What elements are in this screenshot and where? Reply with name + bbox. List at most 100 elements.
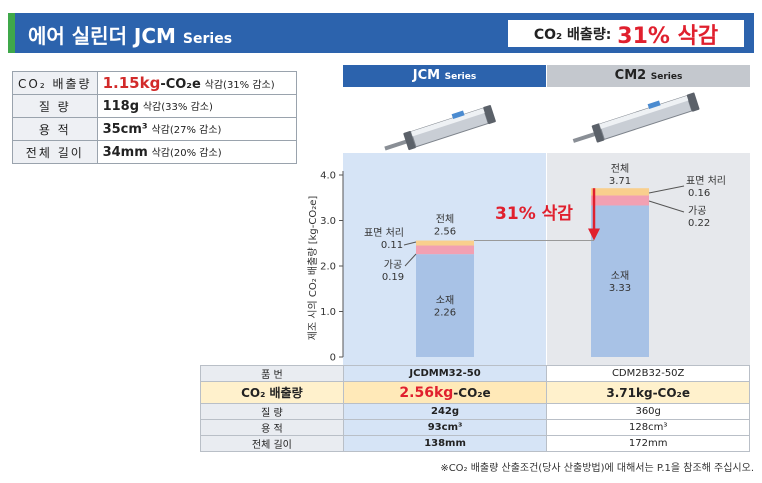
port-label (647, 100, 661, 110)
jcm-cell: 242g (342, 403, 548, 420)
spec-key: 전체 길이 (12, 140, 98, 164)
reduction-spec-table: CO₂ 배출량 1.15kg-CO₂e 삭감(31% 감소) 질 량 118g … (12, 71, 298, 164)
y-tick-label: 4.0 (320, 171, 336, 182)
reduction-badge: CO₂ 배출량: 31% 삭감 (506, 18, 746, 49)
bar-label-material-name: 소재 (436, 295, 454, 307)
row-key: 용 적 (200, 419, 344, 436)
bar-label-surface-name: 표면 처리 (364, 227, 404, 239)
jcm-co2-number: 2.56kg (399, 384, 454, 401)
barrel-highlight (410, 108, 485, 137)
y-axis: 0 1.0 2.0 3.0 4.0 (320, 171, 344, 364)
spec-value-number: 34mm (102, 145, 148, 160)
barrel-highlight (599, 95, 689, 129)
bar-label-processing-value: 0.22 (688, 218, 710, 229)
y-tick-label: 0 (330, 353, 336, 364)
end-cap (591, 123, 605, 143)
page-title-text: 에어 실린더 JCM (28, 24, 176, 48)
bar-label-material-value: 3.33 (609, 283, 631, 294)
y-tick-label: 3.0 (320, 216, 336, 227)
spec-value-number: 118g (102, 99, 140, 114)
bar-segment-jcm-2 (416, 240, 474, 246)
reduction-arrow-head (588, 228, 600, 241)
table-row: 품 번 JCDMM32-50 CDM2B32-50Z (200, 365, 750, 382)
spec-key: CO₂ 배출량 (12, 71, 98, 95)
end-cap (403, 130, 416, 151)
spec-value-number: 1.15kg (102, 74, 161, 92)
spec-value: 34mm 삭감(20% 감소) (96, 140, 298, 164)
column-header-jcm-name: JCM (412, 68, 441, 83)
row-key: 질 량 (200, 403, 344, 420)
bar-label-processing-name: 가공 (384, 259, 402, 271)
leader-line (648, 200, 685, 213)
bar-segment-jcm-1 (416, 245, 474, 255)
spec-row: CO₂ 배출량 1.15kg-CO₂e 삭감(31% 감소) (12, 71, 298, 95)
page-title-series: Series (182, 31, 233, 47)
bar-label-processing-value: 0.19 (382, 272, 404, 283)
row-key: CO₂ 배출량 (200, 381, 344, 404)
bar-label-material-value: 2.26 (434, 308, 456, 319)
cm2-cell: CDM2B32-50Z (546, 365, 750, 382)
footnote: ※CO₂ 배출량 산출조건(당사 산출방법)에 대해서는 P.1을 참조해 주십… (440, 463, 754, 474)
bar-label-surface-name: 표면 처리 (686, 175, 726, 187)
column-header-jcm-series: Series (444, 72, 477, 82)
jcm-cell: 2.56kg-CO₂e (342, 381, 548, 404)
spec-value-number: 35cm³ (102, 122, 148, 137)
y-tick-label: 1.0 (320, 307, 336, 318)
bar-label-surface-value: 0.11 (381, 240, 403, 251)
reduction-annotation-text: 31% 삭감 (495, 204, 573, 224)
leader-line (403, 241, 417, 246)
bar-label-total-name: 전체 (611, 163, 629, 175)
cylinder-cm2-icon (572, 92, 700, 143)
cm2-cell: 360g (546, 403, 750, 420)
jcm-cell: 93cm³ (342, 419, 548, 436)
jcm-cell: 138mm (342, 435, 548, 452)
reduction-value: 31% 삭감 (617, 23, 719, 49)
y-tick-label: 2.0 (320, 262, 336, 273)
column-header-cm2-name: CM2 (614, 68, 647, 83)
spec-note: 삭감(33% 감소) (142, 102, 213, 113)
column-header-jcm: JCM Series (343, 65, 546, 87)
jcm-co2-unit: -CO₂e (453, 385, 491, 400)
column-header-cm2-series: Series (650, 72, 683, 82)
reduction-label: CO₂ 배출량: (533, 26, 612, 43)
y-axis-title: 제조 시의 CO₂ 배출량 [kg-CO₂e] (307, 196, 319, 341)
leader-line (648, 185, 685, 194)
cylinder-jcm-icon (384, 105, 496, 151)
bar-label-surface-value: 0.16 (688, 188, 710, 199)
leader-line (404, 253, 417, 267)
cm2-cell: 172mm (546, 435, 750, 452)
cm2-cell: 128cm³ (546, 419, 750, 436)
bar-label-processing-name: 가공 (688, 205, 706, 217)
spec-value: 35cm³ 삭감(27% 감소) (96, 117, 298, 141)
spec-note: 삭감(20% 감소) (151, 148, 222, 159)
bar-segment-cm2-0 (591, 205, 649, 357)
spec-row: 용 적 35cm³ 삭감(27% 감소) (12, 117, 298, 141)
end-cap (483, 105, 496, 125)
spec-value-unit: -CO₂e (160, 77, 201, 92)
cm2-cell: 3.71kg-CO₂e (546, 381, 750, 404)
cylinder-illustrations (384, 92, 700, 151)
column-header-cm2: CM2 Series (547, 65, 750, 87)
port-label (451, 110, 465, 120)
table-row: 용 적 93cm³ 128cm³ (200, 419, 750, 436)
spec-note: 삭감(31% 감소) (204, 80, 275, 91)
spec-key: 질 량 (12, 94, 98, 118)
spec-key: 용 적 (12, 117, 98, 141)
piston-rod (384, 139, 409, 151)
end-cap (686, 92, 700, 112)
row-key: 전체 길이 (200, 435, 344, 452)
title-accent (8, 13, 15, 53)
table-row: 전체 길이 138mm 172mm (200, 435, 750, 452)
title-bar: 에어 실린더 JCM Series CO₂ 배출량: 31% 삭감 (8, 13, 754, 53)
jcm-cell: JCDMM32-50 (342, 365, 548, 382)
bar-segment-cm2-2 (591, 188, 649, 196)
page-title: 에어 실린더 JCM Series (28, 20, 232, 49)
spec-value: 1.15kg-CO₂e 삭감(31% 감소) (96, 71, 298, 95)
bar-segment-cm2-1 (591, 195, 649, 206)
spec-row: 전체 길이 34mm 삭감(20% 감소) (12, 140, 298, 164)
table-row: CO₂ 배출량 2.56kg-CO₂e 3.71kg-CO₂e (200, 381, 750, 404)
reduction-annotation: 31% 삭감 (474, 188, 600, 242)
bar-segment-jcm-0 (416, 254, 474, 357)
